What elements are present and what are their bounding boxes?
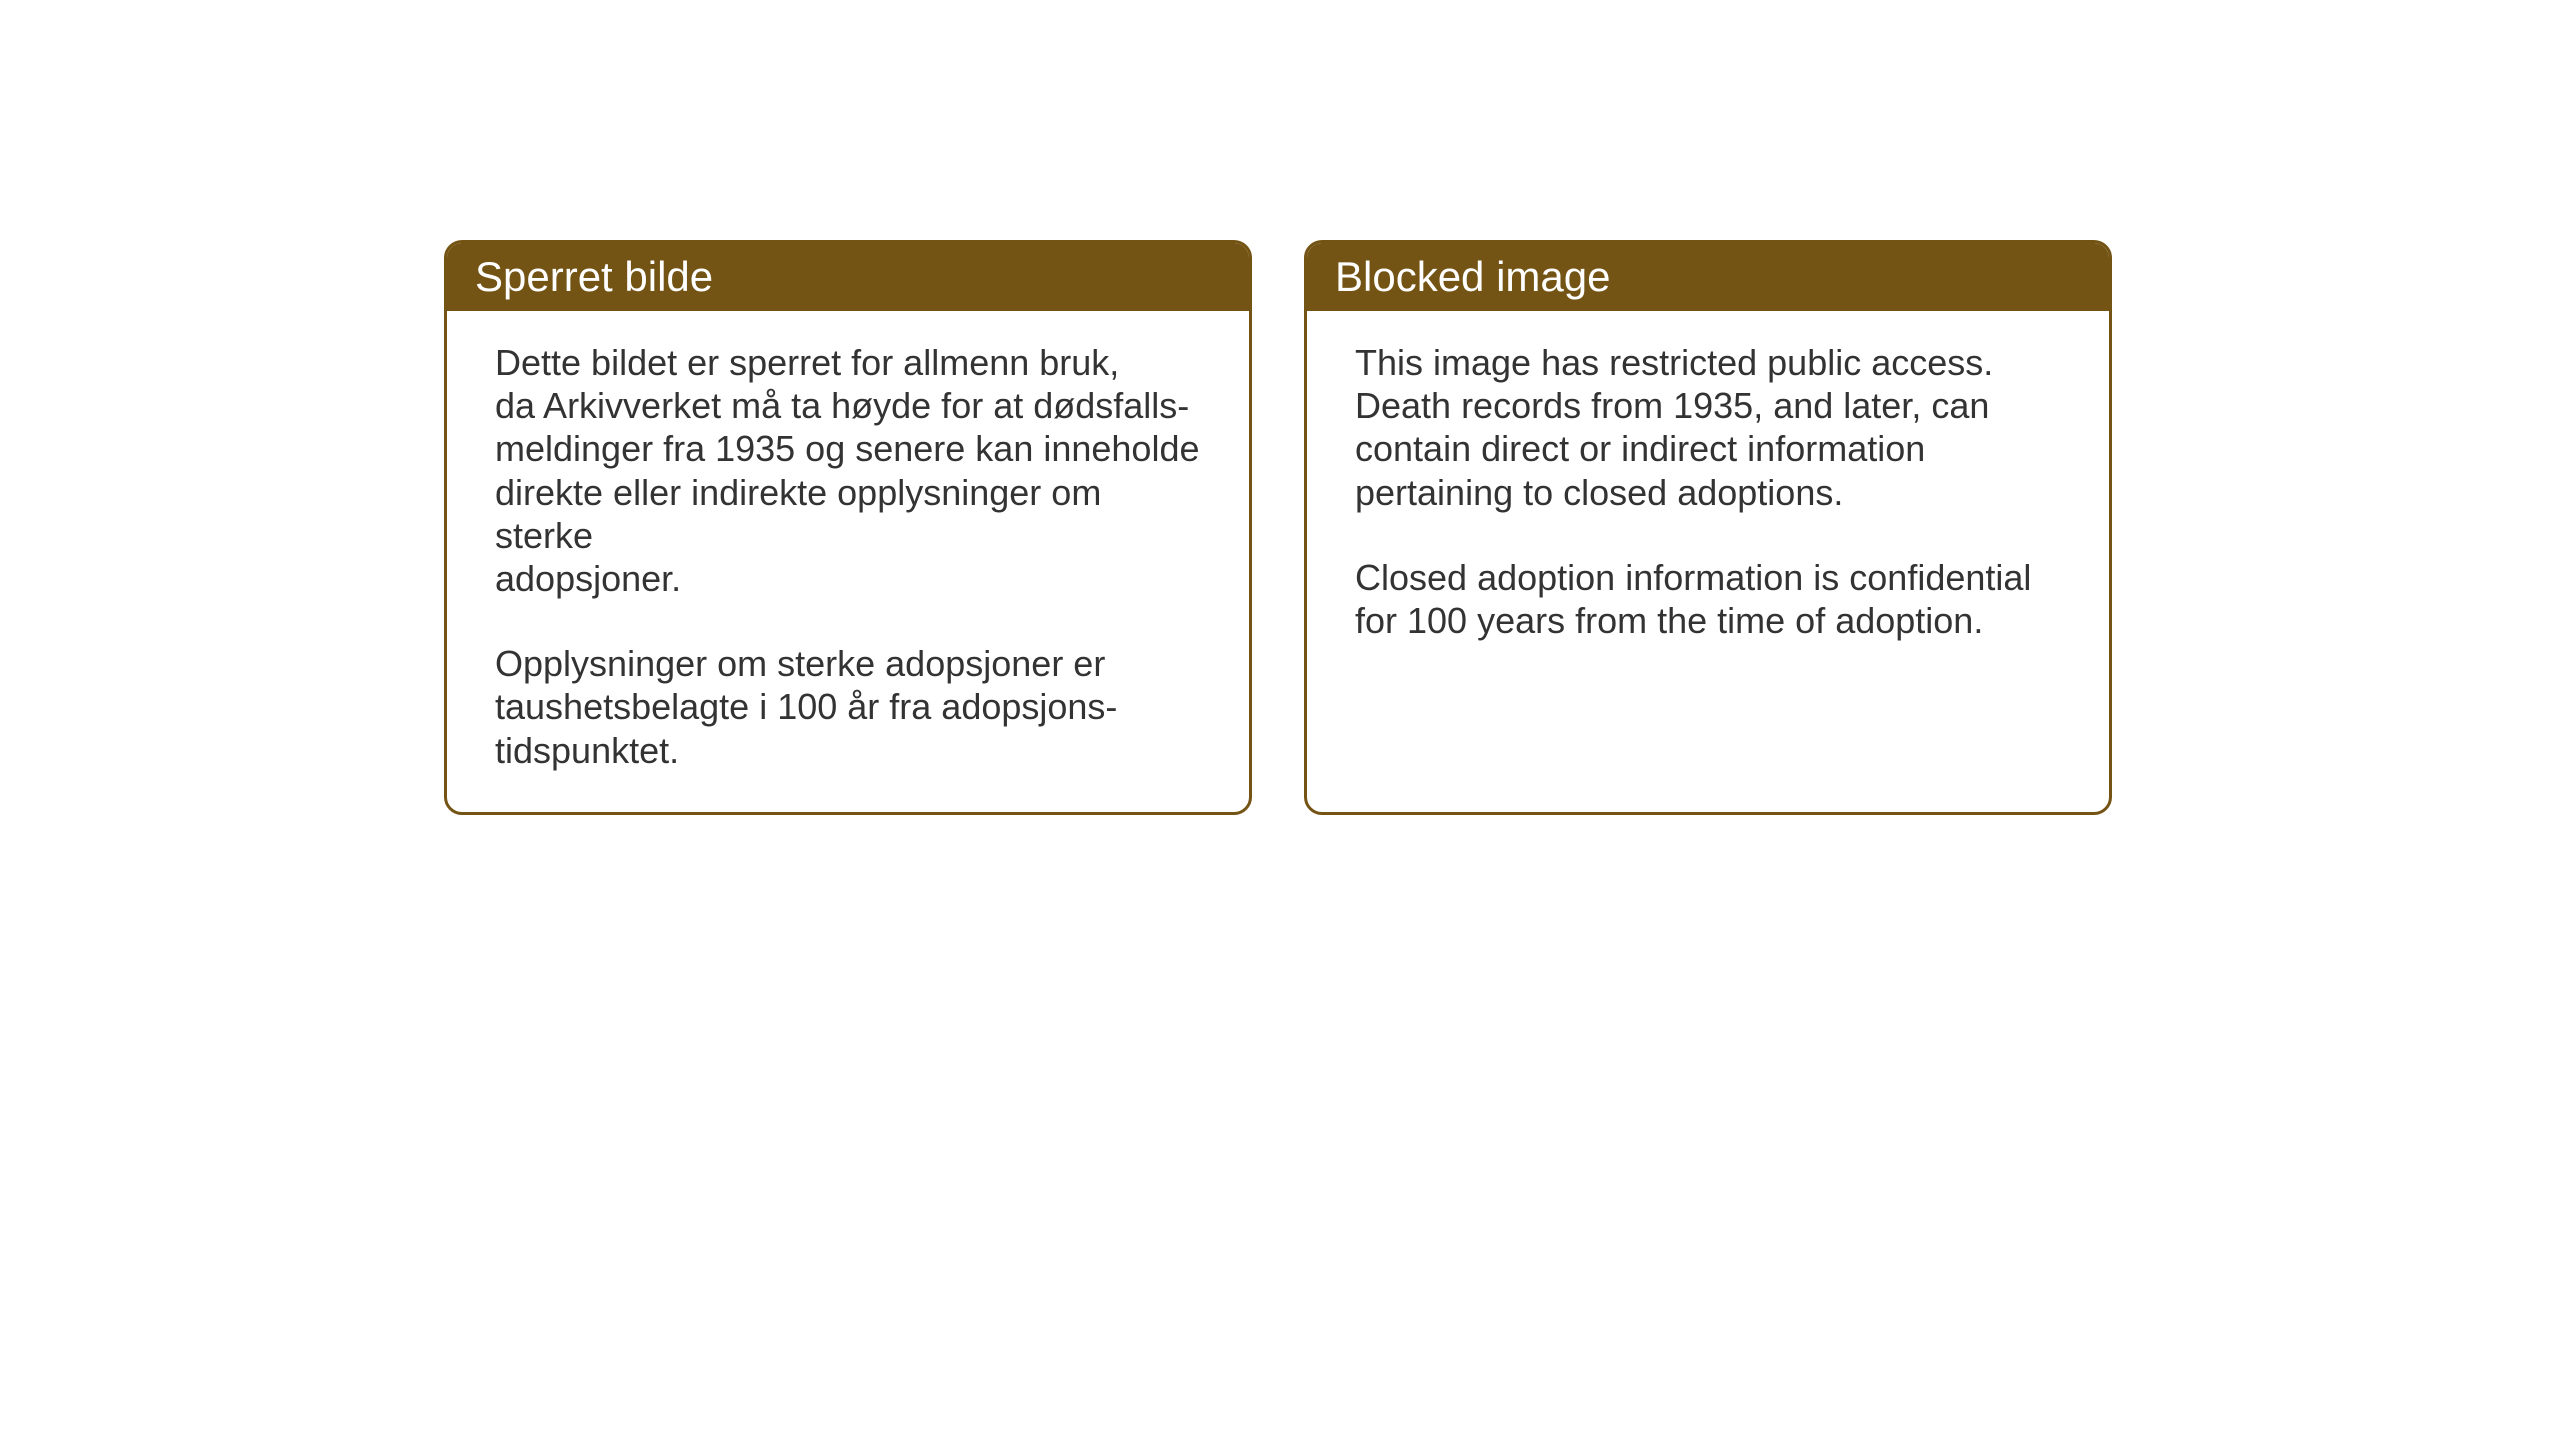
text-line: da Arkivverket må ta høyde for at dødsfa… <box>495 385 1189 426</box>
norwegian-paragraph-2: Opplysninger om sterke adopsjoner er tau… <box>495 642 1201 772</box>
text-line: direkte eller indirekte opplysninger om … <box>495 472 1101 556</box>
english-card-title: Blocked image <box>1307 243 2109 311</box>
norwegian-notice-card: Sperret bilde Dette bildet er sperret fo… <box>444 240 1252 815</box>
text-line: contain direct or indirect information <box>1355 428 1925 469</box>
text-line: for 100 years from the time of adoption. <box>1355 600 1983 641</box>
text-line: tidspunktet. <box>495 730 679 771</box>
english-paragraph-2: Closed adoption information is confident… <box>1355 556 2061 642</box>
text-line: Closed adoption information is confident… <box>1355 557 2031 598</box>
norwegian-card-title: Sperret bilde <box>447 243 1249 311</box>
english-card-body: This image has restricted public access.… <box>1307 311 2109 706</box>
english-notice-card: Blocked image This image has restricted … <box>1304 240 2112 815</box>
notice-container: Sperret bilde Dette bildet er sperret fo… <box>444 240 2112 815</box>
text-line: Death records from 1935, and later, can <box>1355 385 1989 426</box>
text-line: taushetsbelagte i 100 år fra adopsjons- <box>495 686 1117 727</box>
english-paragraph-1: This image has restricted public access.… <box>1355 341 2061 514</box>
text-line: pertaining to closed adoptions. <box>1355 472 1843 513</box>
text-line: Opplysninger om sterke adopsjoner er <box>495 643 1105 684</box>
text-line: meldinger fra 1935 og senere kan innehol… <box>495 428 1200 469</box>
text-line: This image has restricted public access. <box>1355 342 1993 383</box>
norwegian-card-body: Dette bildet er sperret for allmenn bruk… <box>447 311 1249 812</box>
text-line: adopsjoner. <box>495 558 681 599</box>
text-line: Dette bildet er sperret for allmenn bruk… <box>495 342 1119 383</box>
norwegian-paragraph-1: Dette bildet er sperret for allmenn bruk… <box>495 341 1201 600</box>
